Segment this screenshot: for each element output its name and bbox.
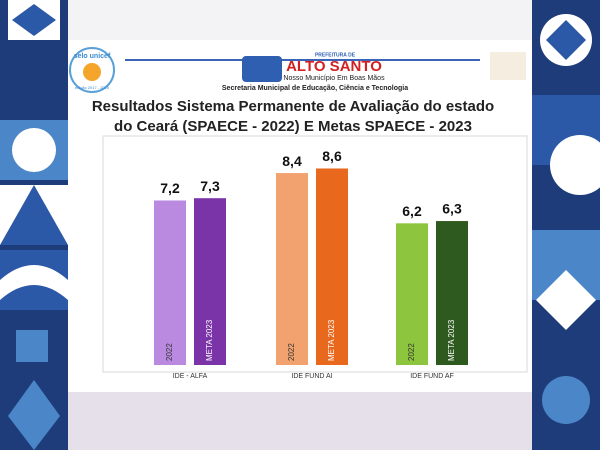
secretaria: Secretaria Municipal de Educação, Ciênci… (222, 85, 408, 92)
bar (194, 198, 226, 365)
value-label: 8,4 (282, 153, 302, 169)
bar-series-label: 2022 (165, 343, 174, 361)
value-label: 7,2 (160, 180, 180, 196)
right-pattern (532, 0, 600, 450)
bar-series-label: META 2023 (447, 319, 456, 361)
left-pattern (0, 0, 68, 450)
blurred-bottom (68, 392, 532, 450)
seal-title: selo unicef (74, 53, 111, 60)
x-tick-label: IDE FUND AF (410, 373, 454, 380)
bar (436, 221, 468, 365)
value-label: 8,6 (322, 148, 342, 164)
value-label: 6,2 (402, 203, 422, 219)
chart-title: Resultados Sistema Permanente de Avaliaç… (92, 98, 494, 115)
chart-title: do Ceará (SPAECE - 2022) E Metas SPAECE … (114, 118, 472, 135)
seal-sun (83, 63, 101, 81)
bar-series-label: META 2023 (205, 319, 214, 361)
bar (316, 168, 348, 365)
bar (154, 200, 186, 365)
right-logo (490, 52, 526, 80)
bar (276, 173, 308, 365)
prefeitura: PREFEITURA DE (315, 52, 356, 58)
slogan: Nosso Município Em Boas Mãos (283, 75, 385, 82)
bar-series-label: META 2023 (327, 319, 336, 361)
city-logo (242, 56, 282, 82)
value-label: 6,3 (442, 201, 462, 217)
seal-edition: edição 2017 - 2020 (75, 85, 110, 90)
bar (396, 223, 428, 365)
city-name: ALTO SANTO (286, 58, 382, 75)
bar-series-label: 2022 (407, 343, 416, 361)
x-tick-label: IDE - ALFA (173, 373, 208, 380)
bar-series-label: 2022 (287, 343, 296, 361)
plot-frame (102, 135, 528, 373)
value-label: 7,3 (200, 178, 220, 194)
x-tick-label: IDE FUND AI (291, 373, 332, 380)
